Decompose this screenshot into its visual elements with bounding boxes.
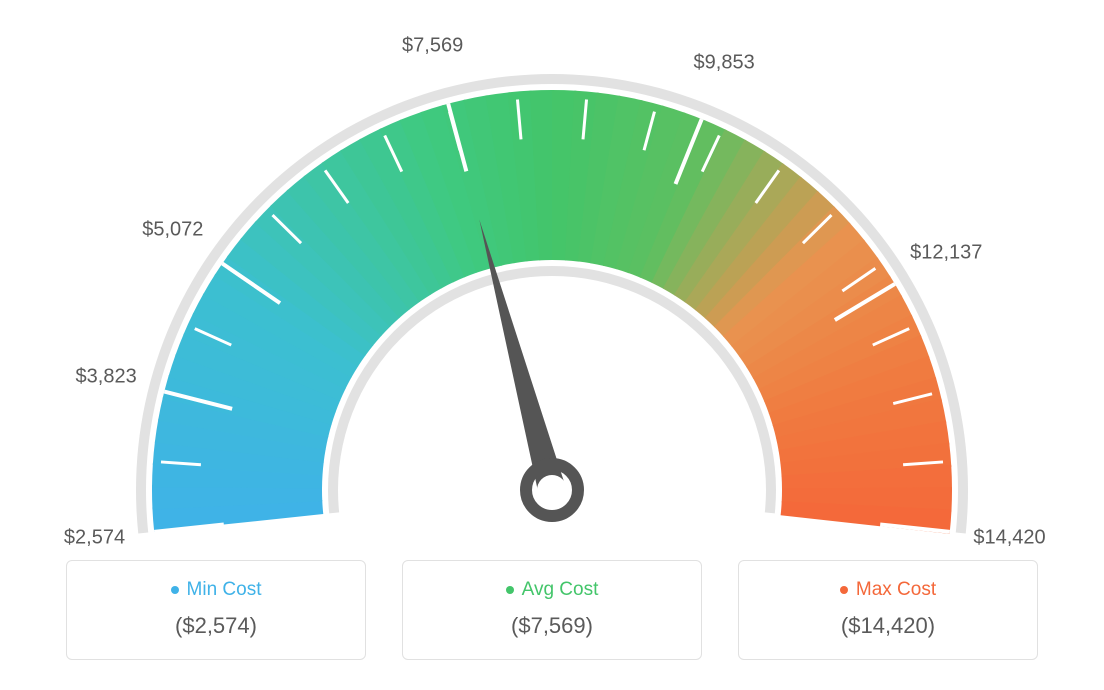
gauge-tick-label: $2,574 xyxy=(64,527,125,550)
legend-dot-min xyxy=(171,586,179,594)
legend-dot-max xyxy=(840,586,848,594)
gauge-chart: $2,574$3,823$5,072$7,569$9,853$12,137$14… xyxy=(20,20,1084,540)
legend-value-min: ($2,574) xyxy=(87,613,345,639)
legend-title-row: Min Cost xyxy=(87,579,345,601)
legend-title-min: Min Cost xyxy=(187,579,262,601)
legend-card-min: Min Cost ($2,574) xyxy=(66,560,366,660)
gauge-tick-label: $9,853 xyxy=(694,52,755,75)
gauge-tick-label: $12,137 xyxy=(910,242,982,265)
gauge-tick-label: $7,569 xyxy=(402,34,463,57)
legend-value-max: ($14,420) xyxy=(759,613,1017,639)
gauge-tick-label: $14,420 xyxy=(973,527,1045,550)
legend-title-max: Max Cost xyxy=(856,579,936,601)
legend-title-row: Max Cost xyxy=(759,579,1017,601)
gauge-tick-label: $3,823 xyxy=(76,365,137,388)
legend-dot-avg xyxy=(506,586,514,594)
legend-card-avg: Avg Cost ($7,569) xyxy=(402,560,702,660)
gauge-svg xyxy=(20,20,1084,540)
legend-title-avg: Avg Cost xyxy=(522,579,599,601)
legend-card-max: Max Cost ($14,420) xyxy=(738,560,1038,660)
legend-value-avg: ($7,569) xyxy=(423,613,681,639)
legend-row: Min Cost ($2,574) Avg Cost ($7,569) Max … xyxy=(20,560,1084,660)
legend-title-row: Avg Cost xyxy=(423,579,681,601)
gauge-tick-label: $5,072 xyxy=(142,218,203,241)
